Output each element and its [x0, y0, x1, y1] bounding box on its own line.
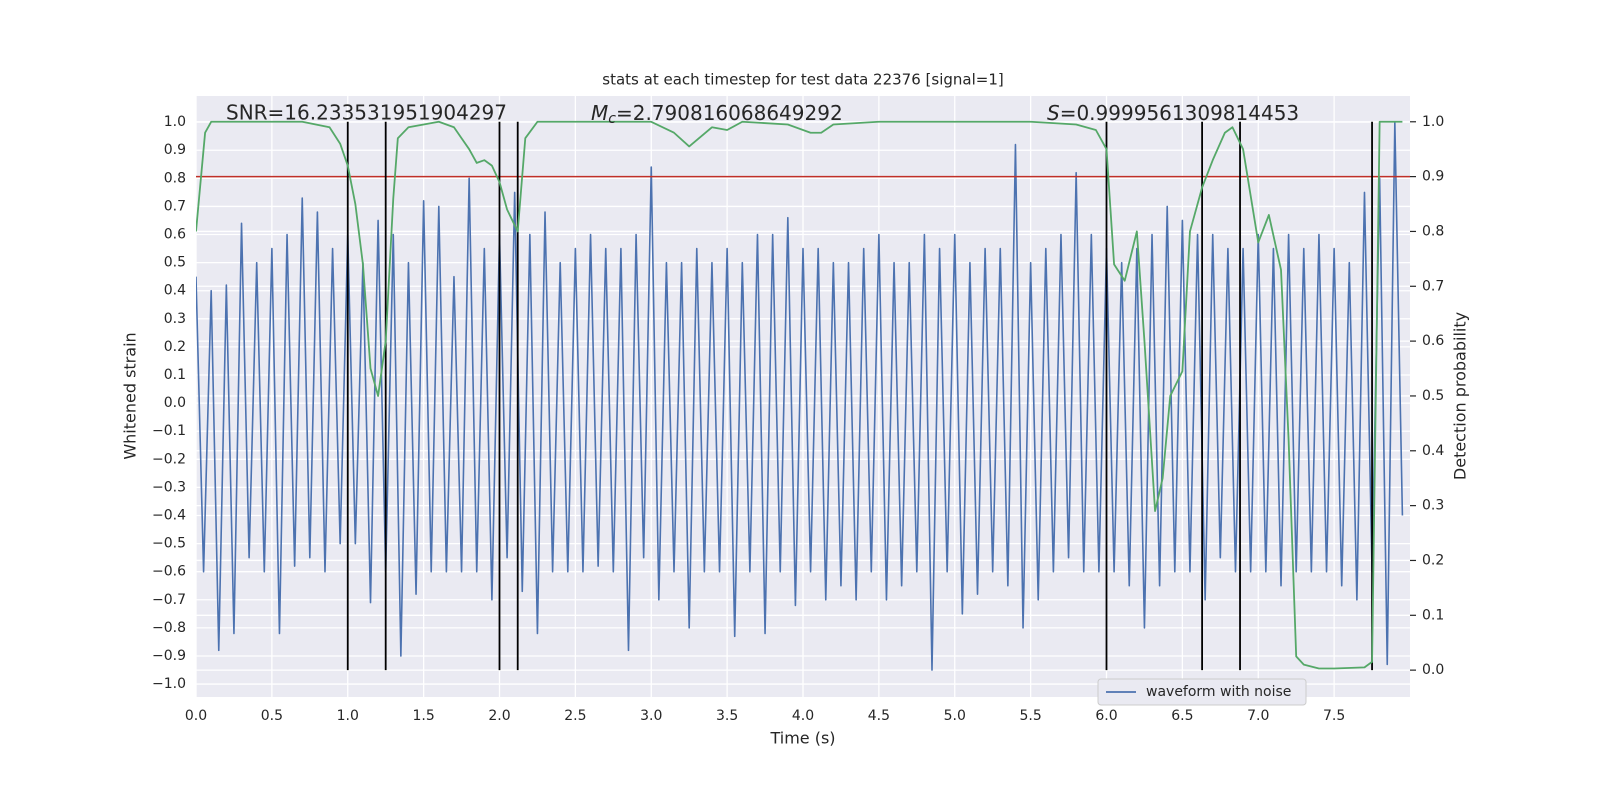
- y-tick-label: 0.0: [164, 395, 186, 411]
- annotation: S=0.9999561309814453: [1047, 101, 1299, 125]
- y-tick-label: 0.7: [164, 198, 186, 214]
- y-tick-label: 1.0: [164, 114, 186, 130]
- y-tick-label: 0.9: [164, 142, 186, 158]
- x-tick-label: 4.5: [868, 708, 890, 724]
- y-tick-label: −0.1: [152, 423, 186, 439]
- y-tick-label: −0.3: [152, 479, 186, 495]
- annotation: SNR=16.233531951904297: [226, 101, 507, 125]
- annotation-subscript: c: [608, 111, 616, 127]
- x-tick-label: 1.0: [337, 708, 359, 724]
- y-tick-label: 0.6: [164, 227, 186, 243]
- annotation-text: =0.9999561309814453: [1060, 101, 1299, 125]
- y-tick-label: 0.5: [164, 255, 186, 271]
- y-tick-label: −0.8: [152, 620, 186, 636]
- y-tick-label: 0.8: [164, 170, 186, 186]
- y2-tick-label: 0.9: [1422, 169, 1444, 185]
- x-tick-label: 3.5: [716, 708, 738, 724]
- y2-tick-label: 0.2: [1422, 552, 1444, 568]
- annotation-text: =2.790816068649292: [616, 101, 843, 125]
- x-tick-label: 6.0: [1095, 708, 1117, 724]
- y2-tick-label: 0.5: [1422, 388, 1444, 404]
- axes: 0.0 0.5 1.0 1.5 2.0 2.5 3.0 3.5 4.0 4.5 5.0 5.5 6.0 6…: [152, 114, 1444, 724]
- annotation-symbol: S: [1047, 101, 1060, 125]
- y-tick-label: −0.2: [152, 451, 186, 467]
- x-tick-label: 6.5: [1171, 708, 1193, 724]
- y2-tick-label: 0.6: [1422, 333, 1444, 349]
- y-tick-label: −1.0: [152, 676, 186, 692]
- x-tick-label: 7.0: [1247, 708, 1269, 724]
- y2-tick-label: 0.7: [1422, 278, 1444, 294]
- y2-axis-label: Detection probability: [1451, 312, 1470, 480]
- x-tick-label: 0.5: [261, 708, 283, 724]
- chart-title: stats at each timestep for test data 223…: [602, 71, 1003, 89]
- x-axis-label: Time (s): [769, 729, 835, 748]
- y2-tick-label: 0.8: [1422, 223, 1444, 239]
- x-tick-label: 5.0: [944, 708, 966, 724]
- x-tick-label: 2.0: [488, 708, 510, 724]
- probability-line: [196, 120, 1403, 670]
- y2-tick-label: 1.0: [1422, 114, 1444, 130]
- legend-box: [1097, 678, 1307, 706]
- y-tick-label: −0.4: [152, 507, 186, 523]
- y-tick-label: −0.5: [152, 536, 186, 552]
- x-tick-label: 0.0: [185, 708, 207, 724]
- y-tick-label: −0.7: [152, 592, 186, 608]
- legend: waveform with noise: [1097, 678, 1307, 706]
- y-tick-label: 0.3: [164, 311, 186, 327]
- x-tick-label: 2.5: [564, 708, 586, 724]
- y2-tick-label: 0.4: [1422, 443, 1444, 459]
- x-tick-label: 5.5: [1019, 708, 1041, 724]
- annotation-symbol: M: [591, 101, 608, 125]
- y2-tick-label: 0.1: [1422, 607, 1444, 623]
- y2-tick-label: 0.0: [1422, 662, 1444, 678]
- y2-tick-label: 0.3: [1422, 498, 1444, 514]
- y-tick-label: 0.1: [164, 367, 186, 383]
- x-tick-label: 3.0: [640, 708, 662, 724]
- y-tick-label: 0.4: [164, 283, 186, 299]
- y-axis-label: Whitened strain: [121, 332, 140, 459]
- y-tick-label: 0.2: [164, 339, 186, 355]
- y-tick-label: −0.6: [152, 564, 186, 580]
- annotation: Mc=2.790816068649292: [591, 101, 843, 128]
- x-tick-label: 1.5: [412, 708, 434, 724]
- x-tick-label: 7.5: [1323, 708, 1345, 724]
- y-tick-label: −0.9: [152, 648, 186, 664]
- legend-label: waveform with noise: [1146, 684, 1291, 700]
- data-layer: [196, 120, 1410, 671]
- x-tick-label: 4.0: [792, 708, 814, 724]
